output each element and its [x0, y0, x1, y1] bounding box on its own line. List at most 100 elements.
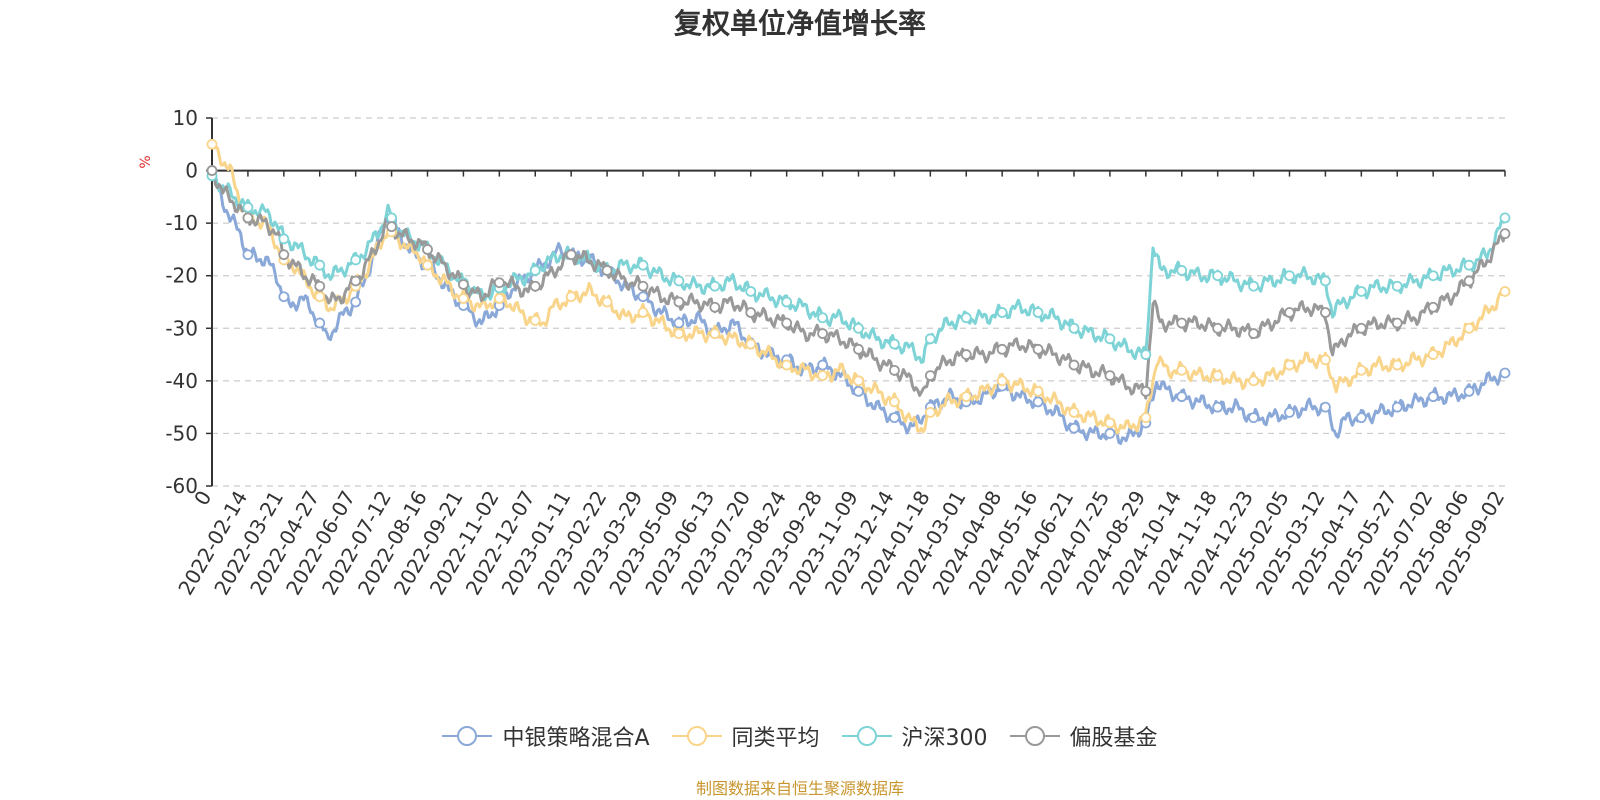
series-point	[1284, 406, 1295, 418]
series-point	[924, 406, 936, 418]
series-point	[745, 286, 757, 297]
series-point	[960, 349, 972, 360]
series-point	[1463, 322, 1475, 334]
y-axis-label: %	[138, 155, 154, 168]
series-point	[314, 280, 326, 292]
series-point	[386, 221, 397, 233]
series-point	[422, 244, 433, 255]
series-point	[1463, 259, 1475, 271]
series-point	[529, 280, 541, 292]
series-point	[673, 275, 685, 287]
series-point	[996, 307, 1008, 318]
series-point	[673, 296, 685, 308]
series-point	[278, 233, 290, 245]
series-point	[1320, 354, 1331, 366]
legend-label: 沪深300	[901, 726, 988, 751]
series-line	[210, 169, 1507, 400]
series-point	[817, 312, 828, 324]
series-point	[1499, 228, 1511, 240]
series-point	[1427, 270, 1439, 282]
series-point	[1320, 275, 1331, 287]
series-point	[637, 307, 649, 318]
series-point	[1104, 428, 1116, 439]
series-point	[1499, 212, 1511, 224]
series-point	[1391, 317, 1403, 329]
series-point	[853, 343, 864, 355]
source-note: 制图数据来自恒生聚源数据库	[695, 779, 904, 798]
series-point	[637, 291, 649, 303]
series-point	[781, 359, 793, 371]
series-point	[314, 291, 326, 303]
series-point	[996, 375, 1008, 387]
series-point	[278, 291, 290, 303]
y-tick-label: -40	[165, 369, 198, 393]
legend-label: 中银策略混合A	[502, 726, 650, 751]
series-line	[211, 167, 1506, 445]
series-point	[781, 296, 793, 308]
series-point	[1176, 317, 1188, 329]
series-point	[1427, 391, 1439, 403]
series-point	[924, 333, 936, 345]
series-point	[565, 291, 577, 303]
series-point	[1212, 370, 1224, 382]
series-point	[350, 254, 362, 266]
series-point	[1391, 359, 1403, 371]
series-point	[817, 370, 828, 382]
series-point	[1248, 412, 1259, 424]
series-point	[1463, 385, 1475, 397]
series-point	[1427, 349, 1439, 360]
series-point	[1176, 265, 1188, 276]
series-point	[960, 391, 972, 403]
series-point	[1463, 275, 1475, 287]
series-point	[1140, 349, 1152, 360]
series-point	[924, 370, 936, 382]
series-point	[1068, 422, 1080, 434]
series-point	[817, 328, 828, 339]
series-point	[314, 317, 326, 329]
series-point	[422, 259, 433, 271]
series-point	[781, 317, 793, 329]
series-point	[889, 338, 900, 350]
series-point	[1248, 280, 1259, 292]
series-point	[1355, 412, 1367, 424]
series-point	[853, 322, 864, 334]
series-point	[1212, 401, 1224, 413]
series-point	[242, 249, 254, 261]
series-point	[709, 301, 721, 313]
series-point	[1212, 270, 1224, 282]
series-point	[1032, 396, 1044, 408]
y-tick-label: 10	[173, 106, 198, 130]
series-point	[853, 375, 864, 387]
legend-item[interactable]: 沪深300	[841, 720, 988, 752]
line-chart: 100-10-20-30-40-50-6002022-02-142022-03-…	[138, 106, 1511, 599]
legend-circle-icon	[671, 726, 722, 746]
series-point	[853, 385, 864, 397]
series-point	[242, 212, 254, 224]
series-point	[817, 359, 828, 371]
series-point	[1032, 307, 1044, 318]
series-point	[1068, 322, 1080, 334]
series-point	[1355, 286, 1367, 297]
series-point	[493, 293, 505, 304]
legend-item[interactable]: 同类平均	[671, 720, 820, 752]
series-point	[1499, 367, 1511, 379]
series-point	[996, 343, 1008, 355]
series-point	[1104, 417, 1116, 429]
legend-circle-icon	[1009, 726, 1060, 746]
series-point	[960, 312, 972, 324]
series-point	[1104, 370, 1116, 382]
series-point	[1104, 333, 1116, 345]
legend-item[interactable]: 中银策略混合A	[442, 720, 650, 752]
y-tick-label: 0	[185, 159, 198, 183]
x-tick-label: 0	[189, 487, 216, 510]
series-lines	[210, 142, 1507, 445]
series-point	[745, 338, 757, 350]
series-point	[601, 265, 613, 276]
series-point	[1427, 301, 1439, 313]
series-point	[1284, 270, 1295, 282]
series-point	[1032, 343, 1044, 355]
legend-circle-icon	[841, 726, 892, 746]
series-point	[242, 201, 254, 213]
series-point	[1068, 359, 1080, 371]
legend-item[interactable]: 偏股基金	[1009, 720, 1158, 752]
